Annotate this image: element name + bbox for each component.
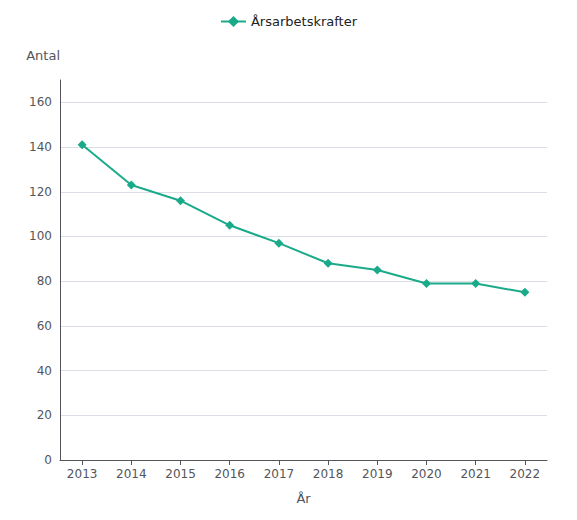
svg-text:Årsarbetskrafter: Årsarbetskrafter bbox=[251, 14, 358, 29]
svg-text:140: 140 bbox=[29, 140, 52, 154]
svg-text:0: 0 bbox=[44, 453, 52, 467]
svg-text:2022: 2022 bbox=[510, 467, 541, 481]
svg-text:2014: 2014 bbox=[116, 467, 147, 481]
svg-text:100: 100 bbox=[29, 229, 52, 243]
svg-text:2018: 2018 bbox=[313, 467, 344, 481]
svg-text:2019: 2019 bbox=[362, 467, 393, 481]
svg-text:20: 20 bbox=[37, 408, 52, 422]
svg-text:80: 80 bbox=[37, 274, 52, 288]
svg-text:120: 120 bbox=[29, 185, 52, 199]
svg-text:2021: 2021 bbox=[460, 467, 491, 481]
svg-text:2020: 2020 bbox=[411, 467, 442, 481]
svg-text:2017: 2017 bbox=[264, 467, 295, 481]
svg-text:2016: 2016 bbox=[214, 467, 245, 481]
svg-text:40: 40 bbox=[37, 364, 52, 378]
svg-text:60: 60 bbox=[37, 319, 52, 333]
svg-text:Antal: Antal bbox=[26, 48, 60, 63]
svg-text:År: År bbox=[296, 491, 311, 506]
svg-text:2015: 2015 bbox=[165, 467, 196, 481]
svg-text:160: 160 bbox=[29, 95, 52, 109]
svg-text:2013: 2013 bbox=[67, 467, 98, 481]
